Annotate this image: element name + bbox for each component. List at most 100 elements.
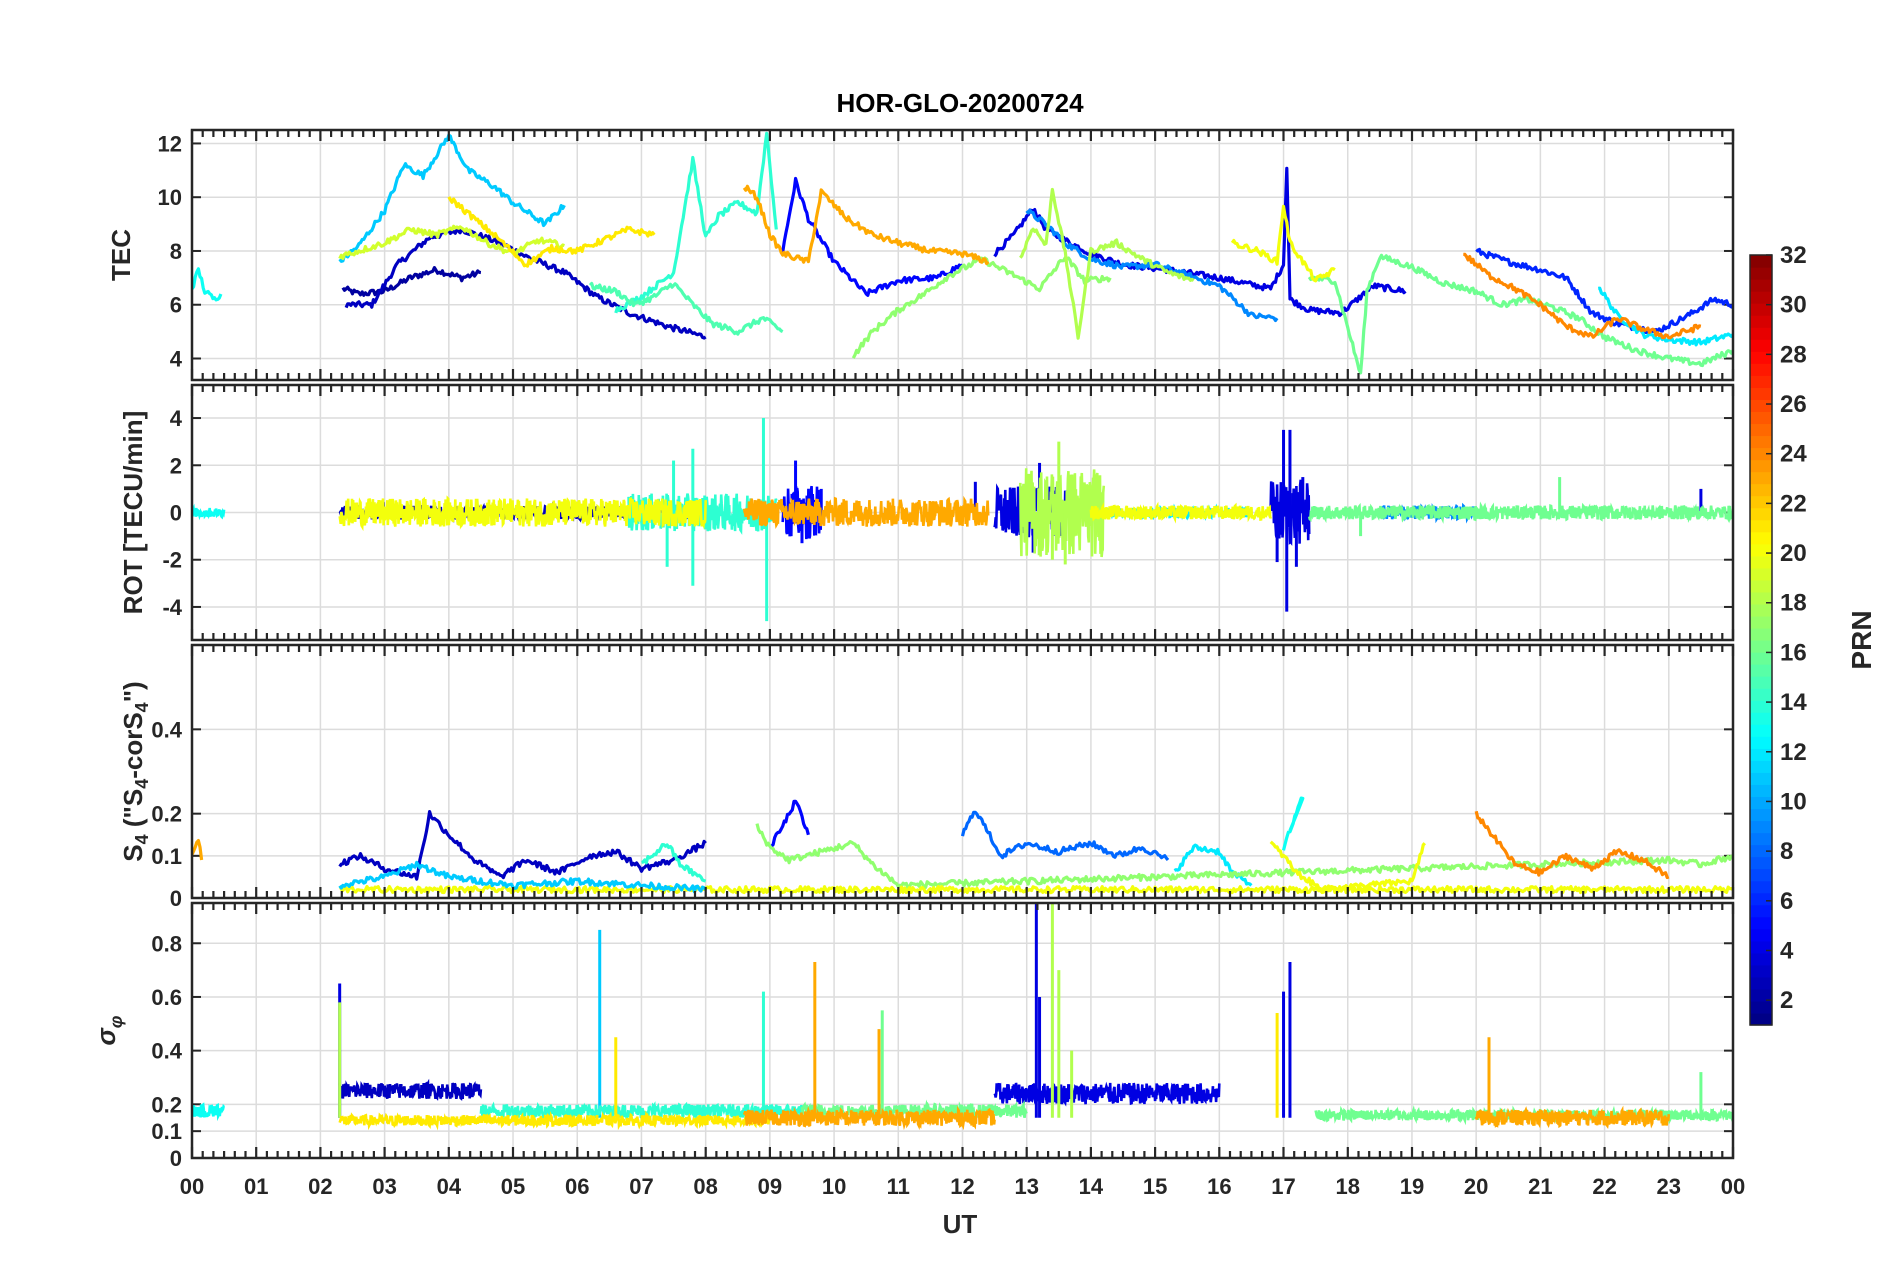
y-tick-label: 0.1 <box>151 844 182 869</box>
x-tick-label: 00 <box>180 1174 204 1199</box>
colorbar-segment <box>1750 627 1772 641</box>
y-tick-label: 8 <box>170 239 182 264</box>
colorbar-segment <box>1750 267 1772 280</box>
x-tick-label: 12 <box>950 1174 974 1199</box>
colorbar-tick-label: 10 <box>1780 788 1807 815</box>
burst-prn-21 <box>338 1110 772 1131</box>
series-prn-12 <box>1598 286 1733 347</box>
series-prn-11 <box>338 860 707 894</box>
series-prn-23 <box>192 839 204 861</box>
x-tick-label: 16 <box>1207 1174 1231 1199</box>
colorbar-frame <box>1749 254 1773 1026</box>
colorbar-segment <box>1750 291 1772 304</box>
colorbar-tick-label: 24 <box>1780 441 1807 468</box>
y-tick-label: 0.4 <box>151 1039 182 1064</box>
colorbar-segment <box>1750 796 1772 810</box>
colorbar-segment <box>1750 928 1772 942</box>
colorbar-segment <box>1750 976 1772 990</box>
colorbar-tick-label: 8 <box>1780 838 1793 865</box>
series-prn-24 <box>1463 252 1702 340</box>
colorbar-segment <box>1750 411 1772 425</box>
y-tick-label: 0 <box>170 1146 182 1171</box>
colorbar-segment <box>1750 940 1772 954</box>
x-tick-label: 05 <box>501 1174 525 1199</box>
x-tick-label: 22 <box>1592 1174 1616 1199</box>
burst-prn-18 <box>1019 468 1106 558</box>
x-tick-label: 19 <box>1400 1174 1424 1199</box>
x-minor-ticks <box>190 645 1735 898</box>
colorbar-segment <box>1750 471 1772 485</box>
colorbar-segment <box>1750 964 1772 978</box>
colorbar-segment <box>1750 339 1772 352</box>
colorbar-tick-label: 30 <box>1780 292 1807 319</box>
x-tick-label: 09 <box>758 1174 782 1199</box>
series-group <box>192 418 1733 622</box>
series-prn-21 <box>447 196 656 268</box>
chart-title: HOR-GLO-20200724 <box>836 88 1084 118</box>
colorbar-segment <box>1750 952 1772 966</box>
colorbar-segment <box>1750 880 1772 894</box>
colorbar-tick-label: 12 <box>1780 739 1807 766</box>
series-prn-15 <box>588 281 784 336</box>
y-tick-label: 0.2 <box>151 1092 182 1117</box>
colorbar-segment <box>1750 459 1772 473</box>
x-tick-label: 17 <box>1271 1174 1295 1199</box>
colorbar-segment <box>1750 1012 1772 1026</box>
series-prn-3 <box>344 226 707 340</box>
burst-prn-20 <box>338 495 707 532</box>
x-tick-label: 13 <box>1014 1174 1038 1199</box>
x-tick-label: 15 <box>1143 1174 1167 1199</box>
colorbar-tick-label: 14 <box>1780 689 1807 716</box>
colorbar-tick-label: 28 <box>1780 341 1807 368</box>
x-tick-label: 07 <box>629 1174 653 1199</box>
colorbar-segment <box>1750 375 1772 388</box>
colorbar-segment <box>1750 495 1772 509</box>
colorbar-segment <box>1750 916 1772 930</box>
x-minor-ticks <box>190 130 1735 380</box>
series-group <box>192 796 1733 895</box>
colorbar-segment <box>1750 1000 1772 1014</box>
colorbar-segment <box>1750 531 1772 545</box>
burst-prn-23 <box>1474 1105 1671 1129</box>
colorbar-segment <box>1750 868 1772 882</box>
colorbar-segment <box>1750 772 1772 785</box>
series-prn-5 <box>769 799 810 849</box>
y-tick-label: 0 <box>170 886 182 911</box>
x-minor-ticks <box>190 385 1735 640</box>
x-tick-label: 06 <box>565 1174 589 1199</box>
colorbar-tick-label: 20 <box>1780 540 1807 567</box>
colorbar-segment <box>1750 808 1772 822</box>
x-tick-label: 14 <box>1079 1174 1104 1199</box>
colorbar-segment <box>1750 255 1772 268</box>
colorbar-segment <box>1750 760 1772 773</box>
series-prn-3 <box>338 810 707 881</box>
x-minor-ticks <box>190 903 1735 1158</box>
colorbar-segment <box>1750 483 1772 497</box>
x-tick-label: 11 <box>887 1174 910 1199</box>
colorbar-segment <box>1750 327 1772 340</box>
series-group <box>192 131 1733 375</box>
colorbar-segment <box>1750 856 1772 870</box>
colorbar-tick-label: 16 <box>1780 639 1807 666</box>
series-prn-16 <box>1307 253 1733 375</box>
y-tick-label: 4 <box>170 406 183 431</box>
colorbar-segment <box>1750 423 1772 437</box>
y-tick-label: 6 <box>170 293 182 318</box>
burst-prn-4 <box>993 1081 1221 1107</box>
colorbar-segment <box>1750 904 1772 918</box>
x-tick-label: 18 <box>1336 1174 1360 1199</box>
colorbar-tick-label: 6 <box>1780 888 1793 915</box>
y-tick-label: 0 <box>170 501 182 526</box>
burst-prn-3 <box>338 1078 483 1101</box>
colorbar-label: PRN <box>1846 610 1877 669</box>
colorbar-segment <box>1750 387 1772 400</box>
burst-prn-16 <box>1307 501 1733 524</box>
colorbar-segment <box>1750 603 1772 617</box>
y-tick-label: 0.8 <box>151 931 182 956</box>
colorbar-tick-label: 2 <box>1780 987 1793 1014</box>
colorbar-segment <box>1750 615 1772 629</box>
y-axis-label: σφ <box>91 1015 126 1045</box>
x-tick-label: 03 <box>372 1174 396 1199</box>
